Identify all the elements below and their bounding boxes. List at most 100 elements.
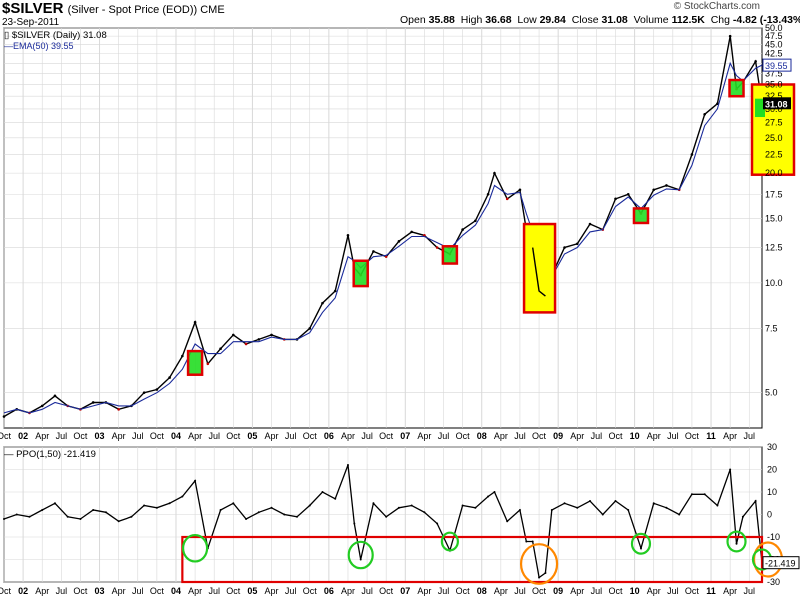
price-x-tick-label: Oct	[532, 431, 547, 441]
annotations-layer	[181, 78, 796, 585]
ppo-x-tick-label: Jul	[514, 586, 526, 596]
price-point	[244, 342, 248, 346]
close-label: Close	[571, 14, 599, 26]
ppo-point	[143, 504, 146, 507]
price-y-tick-label: 12.5	[765, 243, 783, 253]
price-x-tick-label: Oct	[685, 431, 700, 441]
candlestick-icon: ▯	[4, 30, 10, 41]
open-label: Open	[400, 14, 426, 26]
pullback-box-2004	[186, 349, 204, 376]
ppo-point	[678, 513, 681, 516]
price-point	[206, 362, 210, 366]
ppo-point	[92, 509, 95, 511]
ppo-current-label: -21.419	[765, 559, 796, 569]
ppo-x-tick-label: Oct	[456, 586, 471, 596]
ppo-point	[168, 502, 171, 505]
price-point	[563, 246, 566, 249]
ppo-point	[104, 511, 107, 514]
ppo-x-tick-label: Jul	[361, 586, 373, 596]
ppo-point	[334, 497, 337, 500]
ppo-point	[155, 506, 158, 509]
pullback-box-2006	[352, 259, 369, 288]
price-point	[168, 376, 171, 379]
ppo-point	[550, 509, 553, 511]
price-current-tag	[763, 97, 791, 110]
high-value: 36.68	[485, 14, 512, 26]
price-point	[435, 246, 439, 249]
price-x-tick-label: Oct	[608, 431, 623, 441]
price-point	[505, 197, 509, 201]
ppo-point	[538, 576, 541, 579]
price-point	[665, 184, 668, 187]
ppo-point	[66, 515, 69, 518]
ppo-oversold-zone	[181, 535, 764, 584]
price-y-tick-label: 22.5	[765, 149, 783, 159]
ema-legend-text: EMA(50) 39.55	[13, 41, 74, 51]
ppo-point	[627, 509, 630, 511]
ppo-point	[372, 502, 375, 505]
ppo-grid	[3, 446, 763, 583]
close-value: 31.08	[601, 14, 628, 26]
price-x-tick-label: Jul	[514, 431, 526, 441]
ppo-point	[639, 547, 642, 550]
ema-current-label: 39.55	[765, 61, 788, 71]
ppo-point	[601, 513, 604, 516]
price-x-tick-label: 05	[247, 431, 257, 441]
price-point	[142, 391, 146, 394]
ppo-series-layer	[3, 464, 763, 579]
ppo-point	[716, 504, 719, 507]
crash-price-overlay	[531, 247, 546, 297]
price-x-tick-label: Apr	[723, 431, 737, 441]
price-y-tick-label: 15.0	[765, 214, 783, 224]
ppo-point	[283, 513, 286, 516]
price-point	[652, 188, 656, 192]
ppo-point	[563, 502, 566, 505]
ppo-y-tick-label: -30	[767, 577, 780, 587]
price-point	[626, 192, 630, 196]
price-point	[232, 333, 235, 337]
ppo-x-tick-label: 06	[324, 586, 334, 596]
price-x-tick-label: 11	[706, 431, 716, 441]
ppo-x-tick-label: 05	[247, 586, 257, 596]
ppo-x-tick-label: Apr	[570, 586, 584, 596]
ppo-x-tick-label: Apr	[341, 586, 355, 596]
ppo-point	[518, 509, 521, 511]
price-x-tick-label: Oct	[303, 431, 318, 441]
ppo-point	[589, 500, 592, 502]
ppo-x-tick-label: Apr	[35, 586, 49, 596]
ppo-x-tick-label: Jul	[56, 586, 68, 596]
ppo-point	[28, 515, 31, 518]
ppo-x-tick-label: Jul	[438, 586, 450, 596]
price-y-tick-label: 10.0	[765, 278, 783, 288]
ppo-point	[665, 506, 668, 509]
ppo-point	[219, 509, 222, 511]
ppo-x-tick-label: Apr	[112, 586, 126, 596]
price-y-tick-label: 25.0	[765, 133, 783, 143]
chg-label: Chg	[710, 14, 730, 26]
pullback-box-2007	[441, 245, 459, 265]
pullback-box-2010	[632, 207, 650, 225]
ppo-point	[232, 502, 235, 505]
ppo-point	[506, 520, 509, 523]
ppo-x-tick-label: Oct	[303, 586, 318, 596]
ppo-x-tick-label: Oct	[379, 586, 394, 596]
ppo-y-tick-label: 30	[767, 442, 777, 452]
ppo-point	[729, 468, 732, 471]
price-point	[53, 394, 57, 398]
ppo-point	[436, 522, 439, 525]
ppo-point	[493, 491, 496, 493]
price-y-tick-label: 32.5	[765, 91, 783, 101]
ppo-point	[79, 518, 82, 520]
low-value: 29.84	[539, 14, 566, 26]
ppo-point	[270, 506, 273, 509]
price-point	[91, 401, 95, 404]
ppo-x-tick-label: 08	[477, 586, 487, 596]
ppo-y-tick-label: 0	[767, 510, 772, 520]
ppo-point	[461, 504, 464, 507]
ppo-x-tick-label: Oct	[150, 586, 165, 596]
price-x-tick-label: Oct	[73, 431, 88, 441]
ppo-x-tick-label: Apr	[417, 586, 431, 596]
ppo-point	[531, 540, 534, 543]
ppo-point	[410, 504, 413, 507]
